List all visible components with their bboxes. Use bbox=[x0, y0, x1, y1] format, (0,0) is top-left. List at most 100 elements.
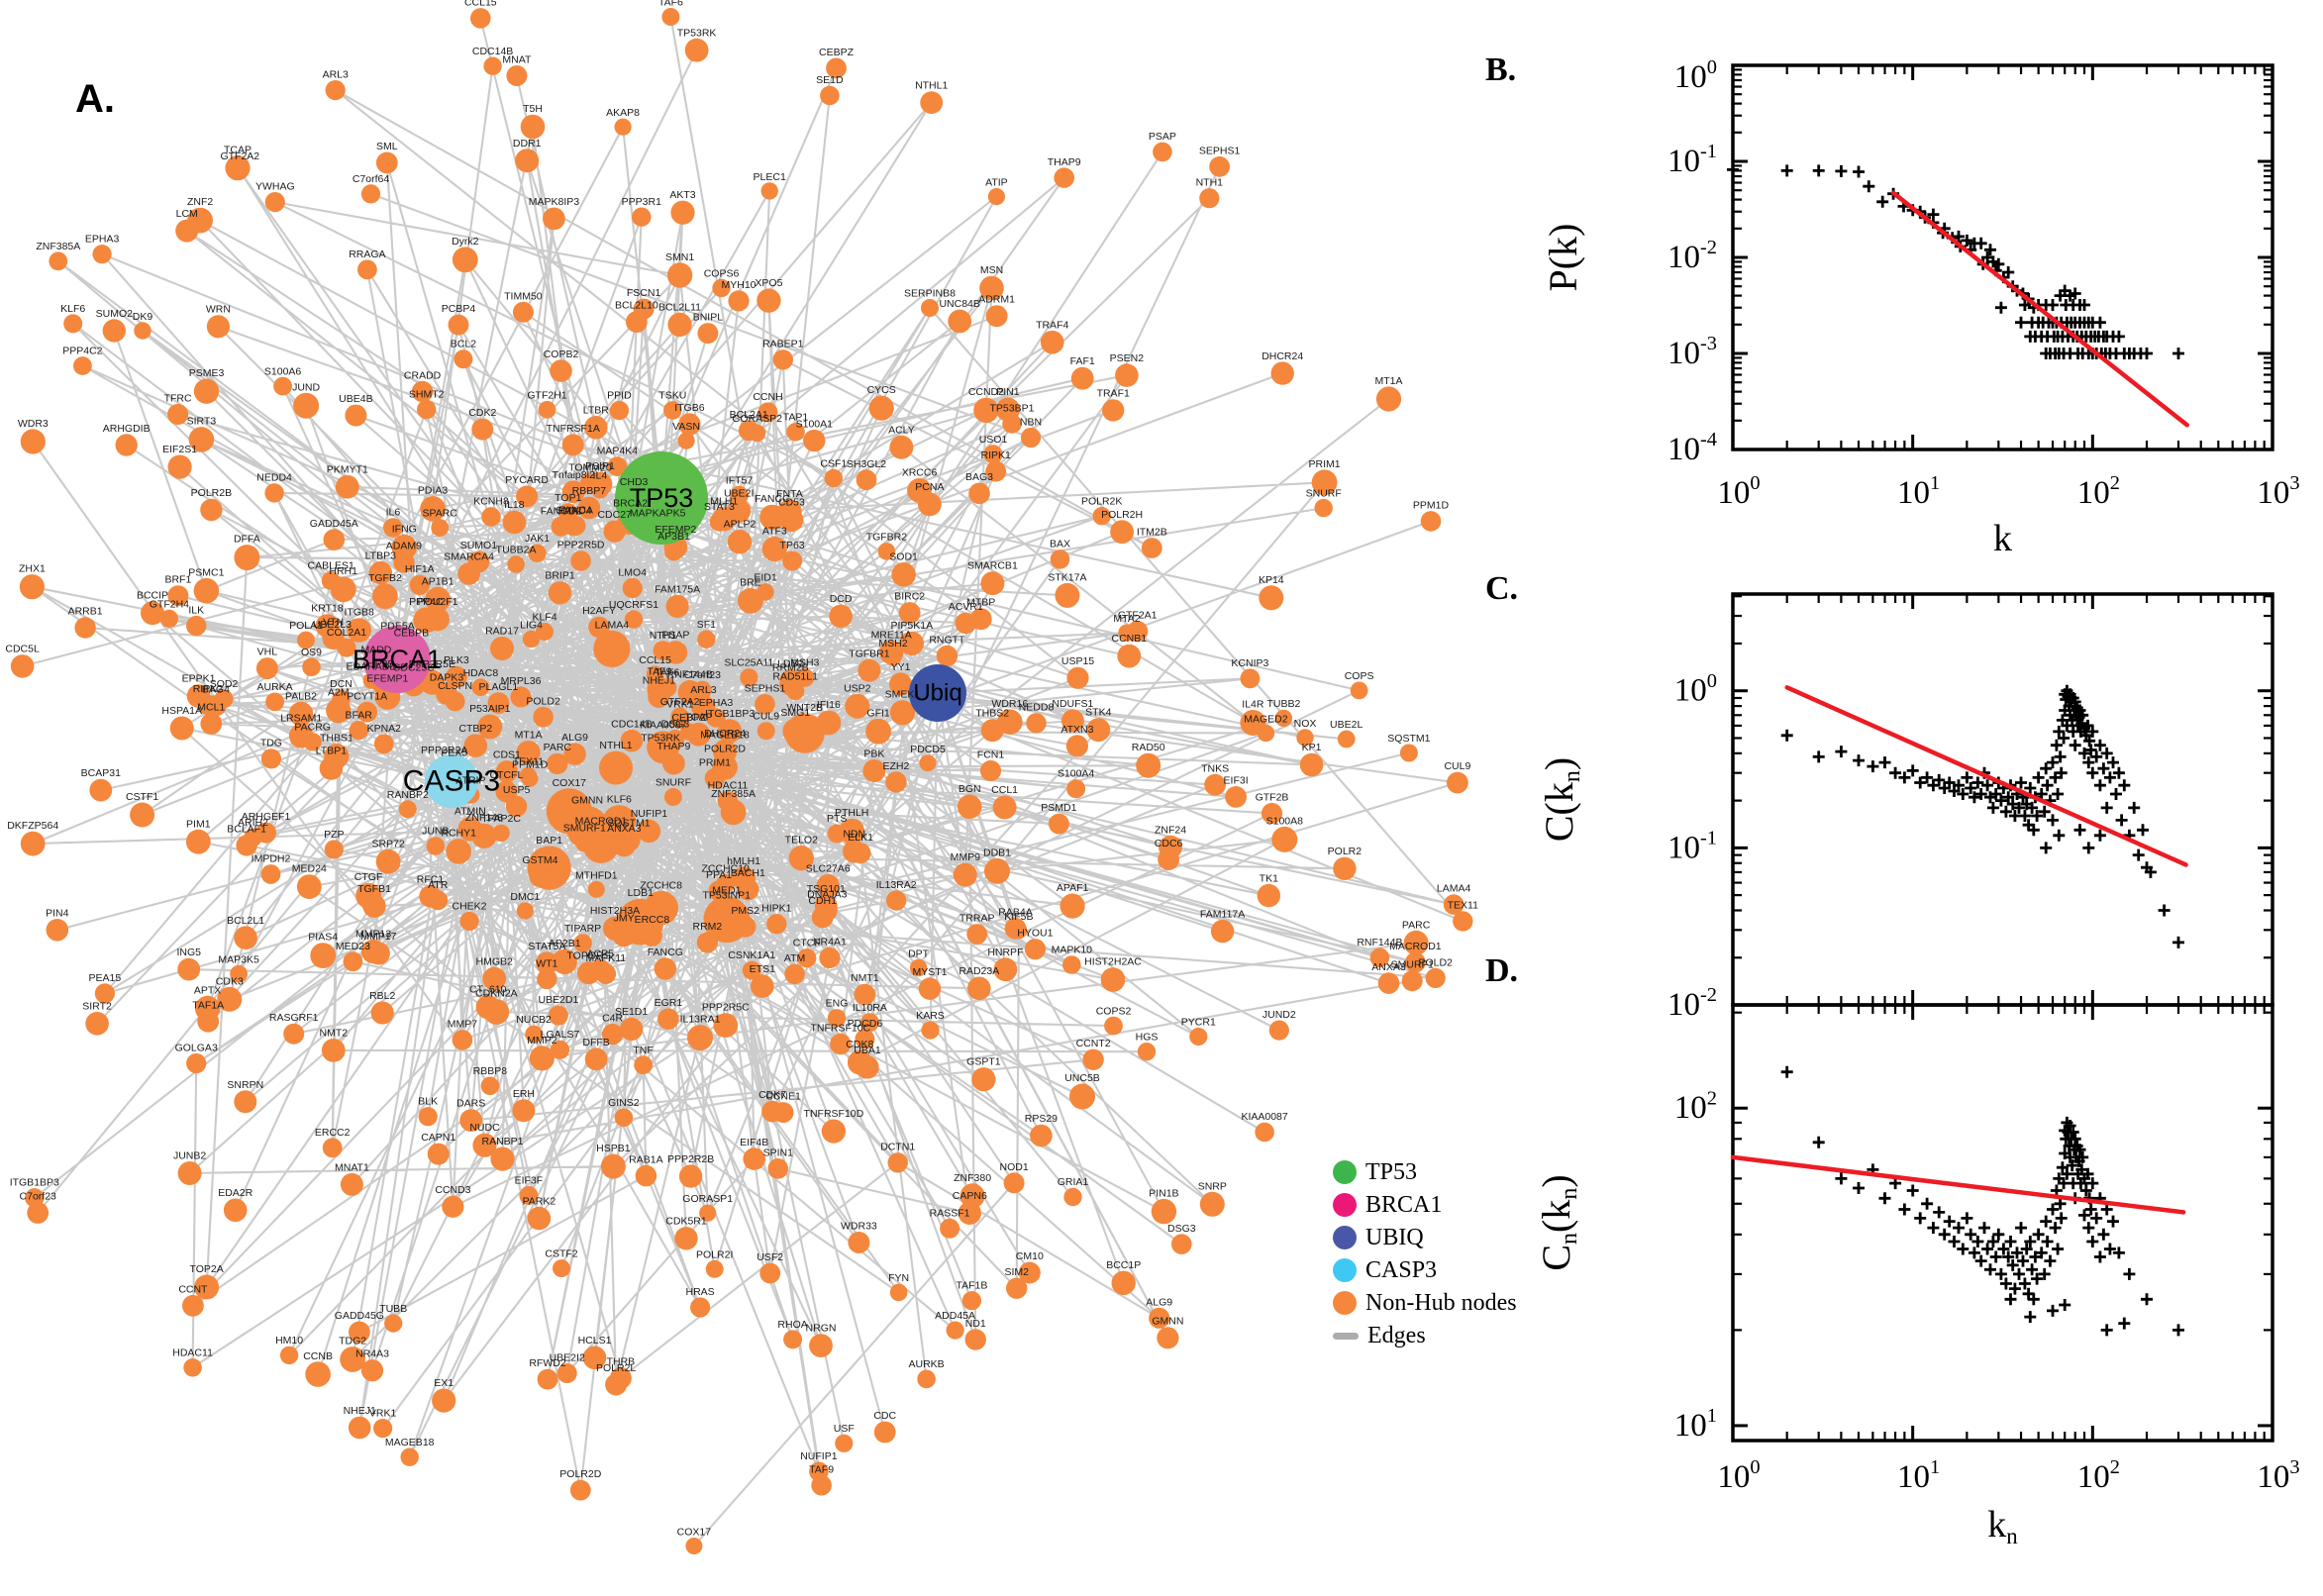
gene-label: GSTM4 bbox=[522, 854, 557, 866]
gene-node bbox=[1271, 826, 1298, 852]
gene-node bbox=[324, 840, 344, 859]
gene-label: MTHFD1 bbox=[575, 869, 618, 881]
gene-label: COX17 bbox=[553, 777, 587, 789]
gene-label: DAPK3 bbox=[430, 672, 464, 684]
gene-node bbox=[830, 1033, 852, 1055]
axis-ticks bbox=[1733, 594, 2272, 1005]
gene-node bbox=[577, 496, 601, 520]
gene-label: BACH1 bbox=[731, 867, 765, 879]
gene-node bbox=[475, 995, 500, 1020]
gene-node bbox=[183, 1358, 202, 1377]
gene-label: RIPK1 bbox=[981, 449, 1012, 461]
gene-node bbox=[1151, 1198, 1177, 1225]
gene-node bbox=[1003, 1172, 1025, 1194]
gene-label: IL18 bbox=[504, 499, 525, 511]
gene-node bbox=[1337, 730, 1356, 748]
gene-label: PRIM1 bbox=[699, 756, 731, 768]
gene-node bbox=[684, 38, 709, 62]
gene-node bbox=[1111, 1270, 1136, 1296]
gene-label: RANBP2 bbox=[387, 789, 429, 801]
gene-node bbox=[552, 948, 577, 975]
gene-label: SIRT2 bbox=[82, 1000, 112, 1012]
gene-node bbox=[708, 880, 730, 902]
gene-node bbox=[1050, 549, 1070, 569]
gene-label: CDKN2A bbox=[475, 988, 518, 1000]
gene-node bbox=[563, 743, 586, 765]
axis-tick-label: 100 bbox=[1674, 670, 1717, 709]
gene-node bbox=[920, 91, 944, 114]
gene-label: PSIP1 bbox=[585, 460, 615, 472]
gene-label: NTH1 bbox=[1196, 177, 1224, 189]
gene-node bbox=[194, 1274, 220, 1300]
gene-label: LMO4 bbox=[618, 566, 647, 578]
gene-label: LDB2 bbox=[777, 658, 803, 670]
gene-label: CTBP2 bbox=[458, 723, 492, 735]
gene-label: PSAP bbox=[661, 630, 689, 642]
gene-label: OS9 bbox=[301, 647, 322, 658]
gene-node bbox=[260, 748, 281, 769]
gene-label: CDK5R1 bbox=[665, 1216, 707, 1228]
gene-label: COPS2 bbox=[1096, 1005, 1132, 1017]
gene-node bbox=[1425, 967, 1446, 989]
gene-label: BCL2L11 bbox=[658, 301, 701, 313]
gene-label: NUFIP1 bbox=[800, 1450, 838, 1462]
gene-node bbox=[537, 1368, 558, 1390]
gene-node bbox=[663, 641, 688, 664]
gene-label: TRRAP bbox=[960, 913, 995, 925]
gene-label: BRE bbox=[740, 577, 761, 589]
gene-label: ZCCHC8 bbox=[640, 879, 682, 891]
gene-label: ZNF24 bbox=[1155, 824, 1186, 836]
gene-node bbox=[234, 926, 257, 949]
gene-node bbox=[757, 583, 774, 601]
gene-node bbox=[343, 951, 363, 972]
gene-label: SMG1 bbox=[780, 707, 810, 719]
gene-label: PCNA bbox=[915, 481, 944, 493]
gene-node bbox=[637, 819, 661, 844]
gene-label: SMURF1 bbox=[1391, 959, 1434, 971]
gene-node bbox=[510, 686, 532, 708]
gene-label: POU2F1 bbox=[418, 596, 458, 608]
gene-label: NOX bbox=[1294, 718, 1317, 730]
gene-node bbox=[321, 1039, 346, 1062]
gene-node bbox=[349, 721, 368, 741]
gene-label: CDC27 bbox=[597, 509, 632, 521]
gene-label: POLD2 bbox=[1418, 956, 1453, 968]
gene-label: IL10RA bbox=[853, 1002, 887, 1014]
gene-label: CM10 bbox=[1016, 1250, 1044, 1262]
gene-label: BCL2L1 bbox=[227, 915, 264, 927]
gene-label: PIN1 bbox=[996, 386, 1020, 398]
gene-node bbox=[1274, 709, 1293, 728]
gene-node bbox=[1117, 644, 1142, 668]
gene-label: UBE2L bbox=[1330, 719, 1363, 731]
gene-node bbox=[1209, 155, 1230, 177]
gene-node bbox=[960, 1183, 985, 1209]
gene-node bbox=[360, 939, 386, 964]
gene-label: NUFIP1 bbox=[631, 808, 668, 820]
gene-label: MACROD1 bbox=[1389, 941, 1442, 952]
legend-item: TP53 bbox=[1333, 1159, 1517, 1185]
gene-label: BIRC2 bbox=[894, 591, 925, 603]
gene-label: GOLGA3 bbox=[175, 1042, 218, 1053]
gene-node bbox=[217, 986, 243, 1012]
gene-node bbox=[293, 392, 320, 419]
gene-label: EPHA3 bbox=[85, 234, 120, 246]
gene-node bbox=[784, 963, 805, 985]
gene-label: SIRT3 bbox=[187, 416, 217, 428]
gene-node bbox=[512, 301, 534, 323]
gene-label: IL13RA1 bbox=[680, 1014, 721, 1026]
gene-node bbox=[705, 1259, 724, 1278]
gene-label: THBS2 bbox=[975, 708, 1009, 720]
gene-node bbox=[548, 1005, 568, 1026]
gene-node bbox=[516, 902, 534, 920]
gene-node bbox=[570, 550, 591, 571]
gene-label: BAG4 bbox=[202, 684, 230, 696]
gene-label: GTF2A1 bbox=[1118, 609, 1158, 621]
gene-node bbox=[19, 574, 45, 600]
gene-label: DKFZP564 bbox=[7, 820, 58, 832]
gene-label: PDIA3 bbox=[418, 485, 449, 497]
gene-node bbox=[889, 435, 914, 459]
gene-node bbox=[1060, 893, 1085, 919]
gene-node bbox=[712, 278, 731, 298]
gene-label: MED1 bbox=[712, 885, 741, 897]
